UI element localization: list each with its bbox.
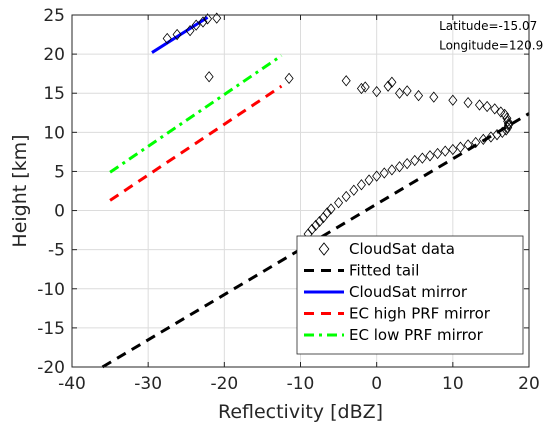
x-tick-label: 10 bbox=[442, 374, 464, 394]
x-tick-label: -30 bbox=[134, 374, 162, 394]
data-point-diamond bbox=[349, 184, 359, 196]
data-point-diamond bbox=[284, 72, 294, 85]
data-point-diamond bbox=[486, 131, 496, 143]
data-point-diamond bbox=[311, 219, 321, 232]
data-point-diamond bbox=[326, 203, 336, 215]
ticks: -40 -30 -20 -10 0 10 20 -20 -15 -10 -5 0 5 10 15 20 25 bbox=[37, 6, 540, 394]
data-point-diamond bbox=[425, 150, 435, 162]
data-point-diamond bbox=[395, 161, 405, 173]
data-point-diamond bbox=[410, 154, 420, 167]
legend-label-ec-low-prf-mirror: EC low PRF mirror bbox=[349, 326, 484, 344]
data-point-diamond bbox=[463, 96, 473, 109]
legend-label-fitted-tail: Fitted tail bbox=[349, 262, 419, 280]
y-tick-label: 15 bbox=[43, 84, 65, 104]
data-point-diamond bbox=[429, 91, 439, 103]
legend: CloudSat data Fitted tail CloudSat mirror E… bbox=[296, 235, 524, 355]
data-point-diamond bbox=[212, 12, 222, 24]
x-axis-title: Reflectivity [dBZ] bbox=[218, 401, 383, 422]
data-point-diamond bbox=[383, 80, 393, 92]
x-tick-label: -40 bbox=[58, 374, 86, 394]
x-tick-label: 0 bbox=[371, 374, 382, 394]
data-point-diamond bbox=[334, 197, 344, 209]
data-point-diamond bbox=[172, 28, 182, 41]
y-tick-label: -15 bbox=[37, 319, 65, 339]
data-point-diamond bbox=[463, 139, 473, 151]
y-axis-title: Height [km] bbox=[9, 134, 31, 247]
data-point-diamond bbox=[402, 157, 412, 170]
y-tick-label: 10 bbox=[43, 123, 65, 143]
annotation-text: Latitude=-15.07 bbox=[439, 19, 537, 33]
y-tick-label: 0 bbox=[54, 202, 65, 222]
legend-label-cloudsat-data: CloudSat data bbox=[349, 240, 455, 258]
y-tick-label: -5 bbox=[48, 241, 65, 261]
data-point-diamond bbox=[497, 126, 507, 138]
data-point-diamond bbox=[395, 87, 405, 99]
legend-label-cloudsat-mirror: CloudSat mirror bbox=[349, 283, 468, 301]
data-point-diamond bbox=[490, 103, 500, 115]
data-point-diamond bbox=[448, 94, 458, 106]
data-point-diamond bbox=[318, 211, 328, 224]
data-point-diamond bbox=[433, 147, 443, 160]
data-point-diamond bbox=[500, 108, 510, 120]
data-point-diamond bbox=[503, 119, 513, 131]
data-point-diamond bbox=[492, 129, 502, 141]
data-point-diamond bbox=[474, 99, 485, 111]
data-point-diamond bbox=[372, 86, 382, 98]
data-point-diamond bbox=[204, 71, 214, 83]
data-point-diamond bbox=[162, 32, 172, 45]
data-point-diamond bbox=[372, 170, 382, 182]
y-tick-label: -20 bbox=[37, 358, 65, 378]
data-point-diamond bbox=[455, 141, 465, 153]
data-point-diamond bbox=[356, 82, 366, 95]
data-point-diamond bbox=[448, 143, 458, 156]
y-tick-label: 20 bbox=[43, 45, 65, 65]
data-point-diamond bbox=[360, 81, 370, 93]
data-point-diamond bbox=[387, 76, 397, 88]
data-point-diamond bbox=[379, 167, 389, 179]
data-point-diamond bbox=[341, 190, 351, 203]
y-tick-label: 5 bbox=[54, 162, 65, 182]
data-point-diamond bbox=[341, 75, 351, 87]
y-tick-label: -10 bbox=[37, 280, 65, 300]
x-tick-label: -10 bbox=[287, 374, 315, 394]
x-tick-label: 20 bbox=[518, 374, 540, 394]
data-point-diamond bbox=[387, 164, 397, 176]
data-point-diamond bbox=[198, 16, 208, 28]
data-point-diamond bbox=[471, 136, 481, 149]
data-point-diamond bbox=[503, 118, 513, 130]
series-line-ec-high-prf-mirror bbox=[109, 84, 283, 202]
data-point-diamond bbox=[402, 85, 412, 97]
data-point-diamond bbox=[478, 133, 488, 146]
data-point-diamond bbox=[417, 152, 427, 164]
data-point-diamond bbox=[364, 174, 374, 186]
data-point-diamond bbox=[185, 25, 195, 37]
series-layer bbox=[101, 12, 530, 369]
data-point-diamond bbox=[414, 89, 424, 102]
data-point-diamond bbox=[315, 215, 325, 228]
y-tick-label: 25 bbox=[43, 6, 65, 26]
data-point-diamond bbox=[191, 19, 201, 31]
data-point-diamond bbox=[440, 145, 450, 157]
x-tick-label: -20 bbox=[210, 374, 238, 394]
legend-swatch-cloudsat-data bbox=[318, 242, 330, 256]
annotations: Latitude=-15.07 Longitude=120.99 bbox=[439, 19, 544, 53]
data-point-diamond bbox=[356, 179, 366, 191]
annotation-text: Longitude=120.99 bbox=[439, 38, 544, 52]
series-line-fitted-tail bbox=[101, 112, 530, 369]
legend-label-ec-high-prf-mirror: EC high PRF mirror bbox=[349, 305, 491, 323]
data-point-diamond bbox=[203, 13, 213, 25]
data-point-diamond bbox=[482, 100, 492, 113]
